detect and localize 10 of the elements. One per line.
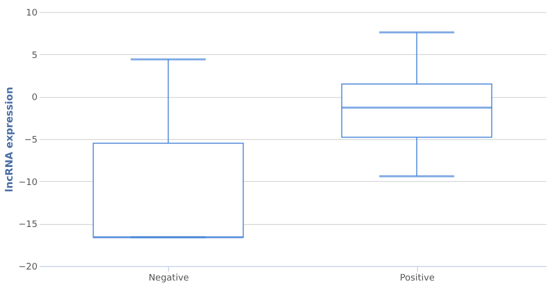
y-tick-label: 5 — [32, 50, 38, 61]
y-tick-label: 0 — [32, 93, 38, 104]
y-tick-label: −15 — [18, 220, 38, 230]
x-tick-label: Negative — [148, 274, 190, 284]
x-tick-label: Positive — [400, 274, 436, 284]
y-tick-label: −10 — [18, 178, 38, 188]
y-tick-label: −5 — [24, 136, 38, 146]
y-tick-label: −20 — [18, 262, 38, 272]
y-tick-label: 10 — [26, 8, 38, 18]
y-axis-title: lncRNA expression — [4, 86, 16, 192]
